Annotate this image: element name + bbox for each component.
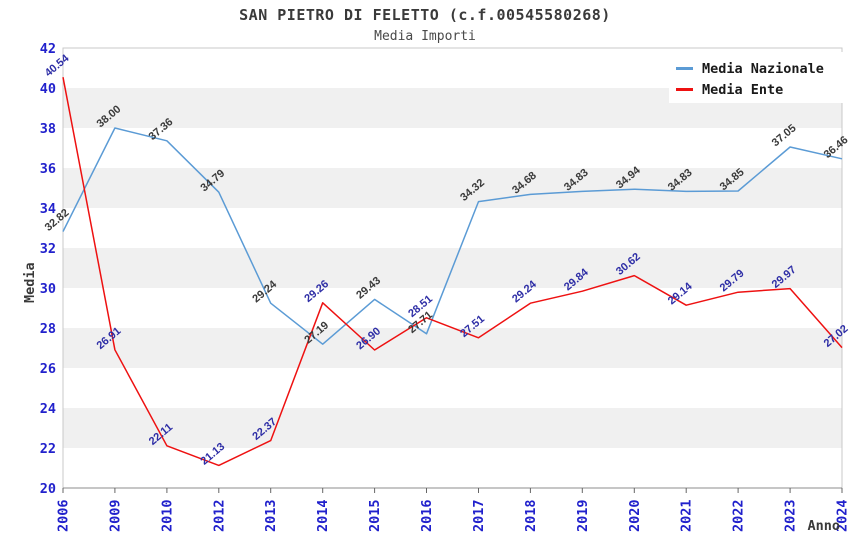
y-tick-label: 24	[40, 401, 56, 417]
legend-item-media-nazionale[interactable]: Media Nazionale	[676, 58, 843, 79]
series-line-media-ente	[62, 77, 843, 467]
x-tick-label: 2014	[315, 499, 331, 532]
y-tick-label: 32	[40, 241, 56, 257]
x-tick-label: 2006	[56, 499, 72, 532]
media-ente-line-swatch	[676, 88, 693, 91]
x-axis-title: Anno	[807, 518, 840, 534]
x-tick-label: 2015	[367, 499, 383, 532]
x-tick-label: 2019	[575, 499, 591, 532]
x-tick-label: 2021	[679, 499, 695, 532]
y-tick-label: 30	[40, 281, 56, 297]
x-tick-label: 2010	[159, 499, 175, 532]
grid-band	[63, 168, 842, 208]
x-tick-label: 2020	[627, 499, 643, 532]
x-tick-label: 2022	[731, 499, 747, 532]
y-tick-label: 22	[40, 441, 56, 457]
legend-label-media-nazionale: Media Nazionale	[702, 60, 824, 77]
x-tick-label: 2023	[783, 499, 799, 532]
y-tick-label: 40	[40, 81, 56, 97]
grid-band	[63, 328, 842, 368]
x-tick-label: 2016	[419, 499, 435, 532]
legend-item-media-ente[interactable]: Media Ente	[676, 79, 843, 100]
chart-subtitle: Media Importi	[374, 29, 476, 44]
y-tick-label: 34	[40, 201, 56, 217]
x-tick-label: 2012	[211, 499, 227, 532]
legend-label-media-ente: Media Ente	[702, 81, 784, 98]
legend: Media Nazionale Media Ente	[669, 52, 843, 103]
y-axis-title: Media	[22, 262, 38, 303]
x-tick-label: 2017	[471, 499, 487, 532]
media-nazionale-line-swatch	[676, 67, 693, 70]
grid-band	[63, 408, 842, 448]
x-tick-label: 2009	[107, 499, 123, 532]
series-line-media-nazionale	[62, 127, 843, 345]
x-tick-label: 2018	[523, 499, 539, 532]
y-tick-label: 28	[40, 321, 56, 337]
y-tick-label: 26	[40, 361, 56, 377]
y-tick-label: 42	[40, 41, 56, 57]
x-tick-label: 2013	[263, 499, 279, 532]
x-tick-label: 2024	[835, 499, 850, 532]
y-tick-label: 36	[40, 161, 56, 177]
chart-title: SAN PIETRO DI FELETTO (c.f.00545580268)	[239, 6, 611, 24]
y-tick-label: 38	[40, 121, 56, 137]
y-tick-label: 20	[40, 481, 56, 497]
